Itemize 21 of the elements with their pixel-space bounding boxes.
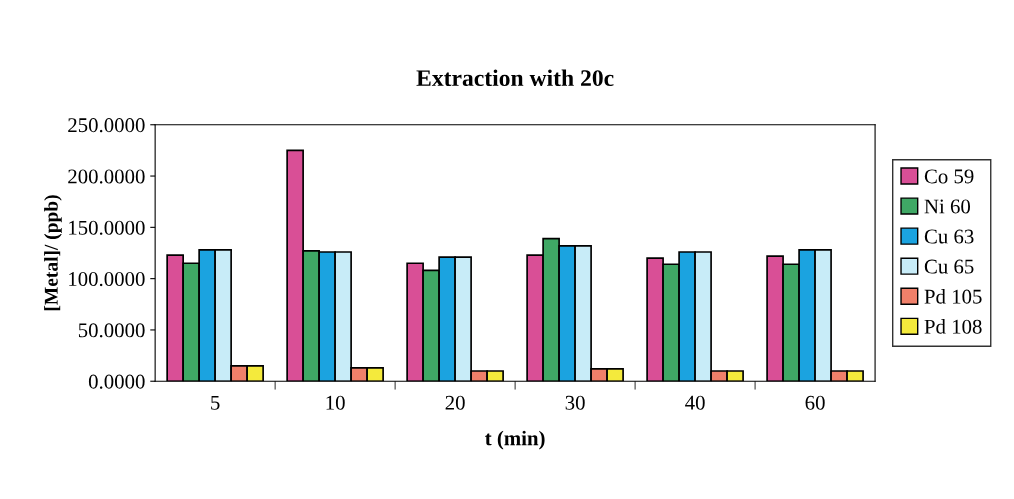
legend-label: Cu 63 [924, 229, 974, 244]
legend-label: Pd 105 [924, 289, 982, 304]
legend-label: Pd 108 [924, 319, 982, 334]
y-tick-label: 250.0000 [68, 118, 145, 133]
y-tick-label: 200.0000 [68, 169, 145, 184]
x-tick-label: 60 [805, 395, 825, 410]
x-tick-label: 40 [685, 395, 705, 410]
y-tick-label: 150.0000 [69, 220, 145, 235]
x-tick-label: 30 [565, 395, 585, 410]
y-axis-title: [Metal]/ (ppb) [44, 195, 62, 311]
y-tick-label: 100.0000 [69, 272, 145, 287]
y-tick-label: 0.0000 [88, 374, 145, 389]
legend-label: Ni 60 [924, 199, 971, 214]
x-tick-label: 5 [211, 395, 220, 410]
x-axis-title: t (min) [485, 430, 545, 450]
y-tick-label: 50.0000 [78, 323, 145, 338]
chart-title: Extraction with 20c [416, 69, 614, 87]
x-tick-label: 10 [326, 395, 345, 410]
legend-label: Co 59 [924, 169, 974, 184]
legend-label: Cu 65 [924, 259, 974, 274]
x-tick-label: 20 [445, 395, 465, 410]
